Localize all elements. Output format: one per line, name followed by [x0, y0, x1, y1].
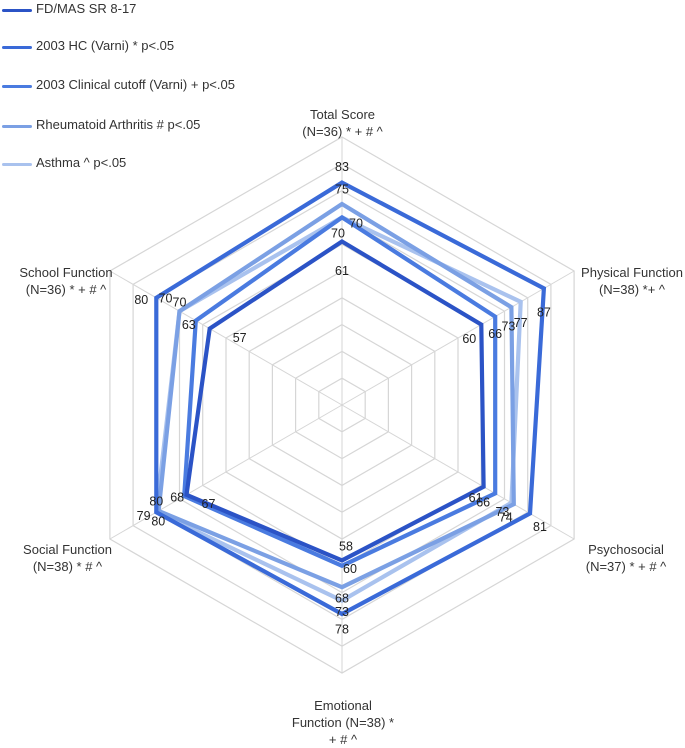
legend-swatch: [2, 9, 32, 12]
legend-swatch: [2, 163, 32, 166]
axis-title-line: (N=36) * + # ^: [25, 282, 107, 297]
data-label: 73: [495, 505, 509, 519]
data-label: 81: [533, 520, 547, 534]
data-label: 83: [335, 160, 349, 174]
data-label: 61: [335, 264, 349, 278]
data-label: 68: [170, 490, 184, 504]
axis-title-physical-function: Physical Function (N=38) *+ ^: [573, 264, 685, 298]
data-label: 73: [501, 319, 515, 333]
radar-series: [154, 180, 547, 617]
data-label: 70: [159, 291, 173, 305]
data-label: 80: [149, 494, 163, 508]
axis-title-social-function: Social Function (N=38) * # ^: [0, 541, 135, 575]
axis-title-line: (N=38) *+ ^: [598, 282, 666, 297]
data-label: 61: [469, 491, 483, 505]
legend-label: Asthma ^ p<.05: [36, 155, 127, 170]
axis-title-line: Emotional: [314, 698, 372, 713]
data-labels: 6183707570608766737761816674735878606873…: [134, 160, 551, 636]
axis-title-line: (N=37) * + # ^: [585, 559, 667, 574]
axis-title-line: Function (N=38) *: [291, 715, 395, 730]
data-label: 74: [499, 510, 513, 524]
data-label: 60: [343, 562, 357, 576]
grid-spoke: [341, 404, 575, 540]
grid-spoke: [109, 404, 343, 540]
axis-title-total-score: Total Score (N=36) * + # ^: [270, 106, 415, 140]
axis-title-emotional-function: Emotional Function (N=38) * + # ^: [268, 697, 418, 748]
axis-title-school-function: School Function (N=36) * + # ^: [0, 264, 132, 298]
data-label: 68: [335, 591, 349, 605]
axis-title-line: + # ^: [328, 732, 358, 747]
legend-label: FD/MAS SR 8-17: [36, 1, 137, 16]
series-line-4: [156, 201, 516, 590]
data-label: 75: [335, 182, 349, 196]
data-label: 58: [339, 540, 353, 554]
legend-swatch: [2, 125, 32, 128]
data-label: 73: [335, 605, 349, 619]
data-label: 79: [137, 509, 151, 523]
legend-swatch: [2, 85, 32, 88]
data-label: 78: [335, 622, 349, 636]
legend-label: 2003 HC (Varni) * p<.05: [36, 38, 175, 53]
data-label: 57: [233, 331, 247, 345]
axis-title-line: Total Score: [309, 107, 376, 122]
axis-title-line: Social Function: [23, 542, 112, 557]
legend-label: 2003 Clinical cutoff (Varni) + p<.05: [36, 77, 235, 92]
data-label: 70: [331, 227, 345, 241]
series-line-1: [184, 239, 486, 563]
grid-spoke: [109, 270, 343, 406]
axis-title-line: School Function: [19, 265, 113, 280]
data-label: 87: [537, 306, 551, 320]
data-label: 66: [488, 327, 502, 341]
series-line-2: [154, 180, 547, 617]
axis-title-line: Psychosocial: [588, 542, 664, 557]
data-label: 70: [349, 217, 363, 231]
legend-swatch: [2, 46, 32, 49]
data-label: 66: [476, 496, 490, 510]
data-label: 63: [182, 318, 196, 332]
grid-spoke: [341, 270, 575, 406]
axis-title-line: Physical Function: [581, 265, 683, 280]
data-label: 80: [134, 293, 148, 307]
axis-title-line: (N=38) * # ^: [32, 559, 103, 574]
series-line-3: [182, 214, 498, 569]
axis-title-line: (N=36) * + # ^: [302, 124, 383, 139]
data-label: 80: [151, 514, 165, 528]
data-label: 77: [514, 316, 528, 330]
data-label: 67: [202, 497, 216, 511]
axis-title-psychosocial: Psychosocial (N=37) * + # ^: [567, 541, 685, 575]
data-label: 60: [462, 332, 476, 346]
data-label: 70: [173, 295, 187, 309]
legend-label: Rheumatoid Arthritis # p<.05: [36, 117, 201, 132]
